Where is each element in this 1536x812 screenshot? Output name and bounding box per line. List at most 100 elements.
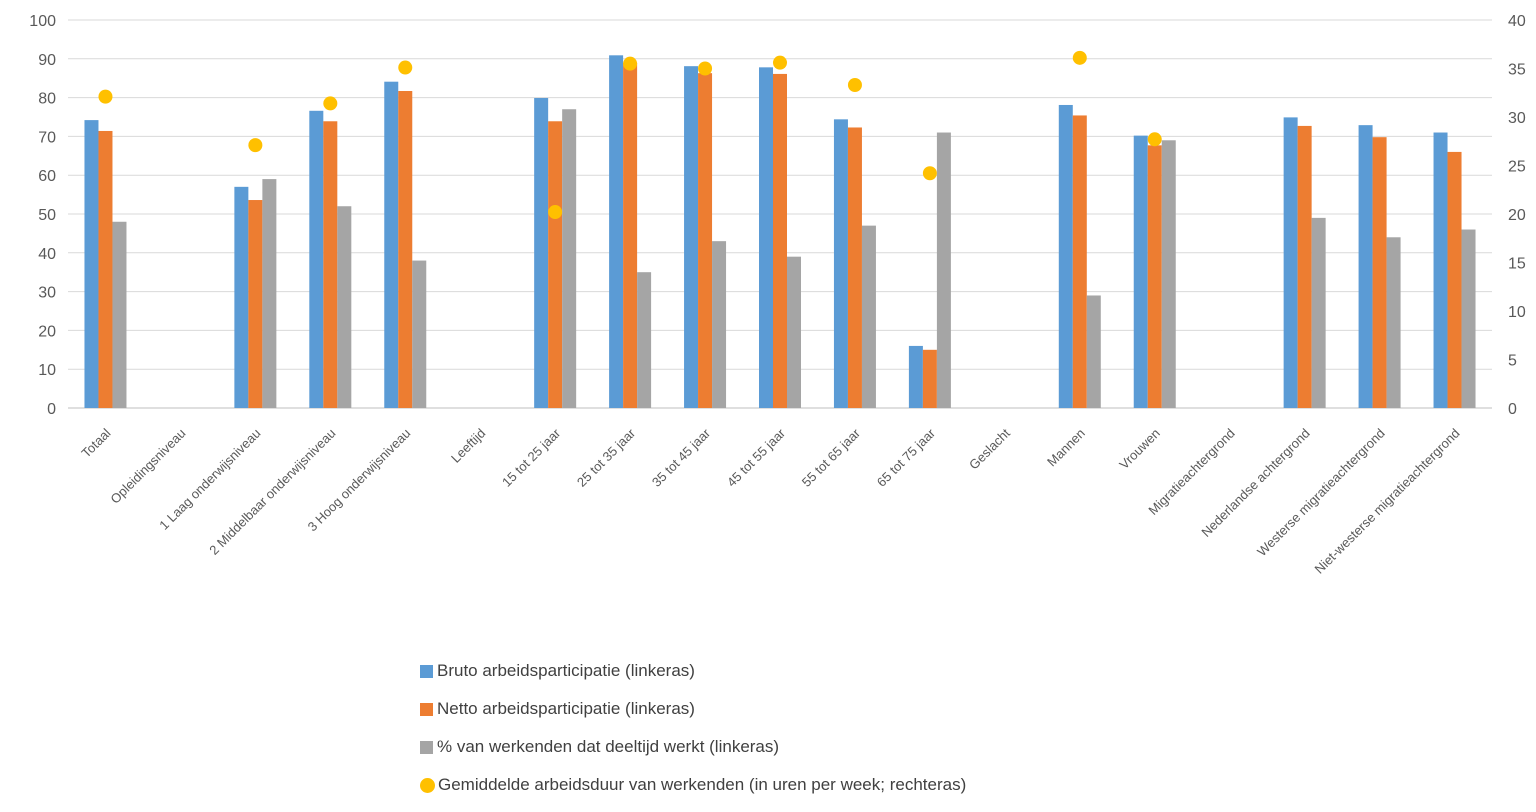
right-tick-label: 0 xyxy=(1508,401,1517,418)
bar xyxy=(1086,295,1101,408)
bar xyxy=(1311,217,1326,408)
legend-item-deeltijd: % van werkenden dat deeltijd werkt (link… xyxy=(420,728,966,766)
bar xyxy=(248,200,263,408)
bar xyxy=(773,73,787,408)
data-point xyxy=(398,60,413,75)
data-point xyxy=(922,166,937,181)
bar xyxy=(412,260,427,408)
left-tick-label: 0 xyxy=(47,401,56,418)
left-tick-label: 80 xyxy=(38,91,56,108)
category-label: Westerse migratieachtergrond xyxy=(1254,426,1388,560)
right-tick-label: 40 xyxy=(1508,13,1526,30)
legend: Bruto arbeidsparticipatie (linkeras) Net… xyxy=(420,652,966,804)
data-point xyxy=(98,89,113,104)
right-axis-ticks: 0 5 10 15 20 25 30 35 40 xyxy=(1508,13,1526,418)
data-point xyxy=(773,55,787,70)
category-label: Opleidingsniveau xyxy=(107,426,188,507)
bar xyxy=(847,127,862,408)
bar xyxy=(759,67,773,408)
left-tick-label: 30 xyxy=(38,285,56,302)
category-label: Totaal xyxy=(78,425,113,460)
bar xyxy=(1147,145,1162,408)
category-label: 25 tot 35 jaar xyxy=(574,425,639,490)
bar xyxy=(323,121,338,408)
right-tick-label: 10 xyxy=(1508,304,1526,321)
bar xyxy=(936,132,951,408)
bar xyxy=(1386,237,1401,408)
bar xyxy=(1058,104,1073,409)
bar xyxy=(637,272,652,408)
right-tick-label: 25 xyxy=(1508,159,1526,176)
left-tick-label: 100 xyxy=(29,13,56,30)
bar xyxy=(337,206,352,408)
category-label: 15 tot 25 jaar xyxy=(499,425,564,490)
bar xyxy=(1372,137,1387,408)
bar xyxy=(1297,125,1312,408)
legend-swatch-netto xyxy=(420,702,433,716)
category-label: 45 tot 55 jaar xyxy=(724,425,789,490)
right-tick-label: 20 xyxy=(1508,207,1526,224)
bar xyxy=(534,97,549,408)
category-label: Niet-westerse migratieachtergrond xyxy=(1312,426,1463,577)
bar xyxy=(833,119,848,408)
bar xyxy=(234,186,249,408)
bar xyxy=(1133,135,1148,408)
category-label: Vrouwen xyxy=(1116,426,1163,473)
category-label: 55 tot 65 jaar xyxy=(799,425,864,490)
bar xyxy=(112,221,127,408)
bar xyxy=(787,256,801,408)
bar xyxy=(1072,115,1087,408)
legend-item-netto: Netto arbeidsparticipatie (linkeras) xyxy=(420,690,966,728)
left-tick-label: 50 xyxy=(38,207,56,224)
bar xyxy=(262,179,277,408)
legend-item-bruto: Bruto arbeidsparticipatie (linkeras) xyxy=(420,652,966,690)
bar xyxy=(98,130,113,408)
bar xyxy=(698,73,713,408)
data-point xyxy=(1147,132,1162,147)
left-tick-label: 10 xyxy=(38,362,56,379)
bar xyxy=(684,66,699,408)
left-tick-label: 90 xyxy=(38,52,56,69)
data-point xyxy=(698,61,713,76)
data-point xyxy=(623,56,638,71)
bar xyxy=(384,81,399,408)
legend-swatch-deeltijd xyxy=(420,740,433,754)
right-tick-label: 5 xyxy=(1508,353,1517,370)
right-tick-label: 30 xyxy=(1508,110,1526,127)
data-point xyxy=(548,205,563,220)
bar xyxy=(398,91,413,408)
category-label: Mannen xyxy=(1044,426,1088,470)
bar xyxy=(309,110,324,409)
bar xyxy=(1358,125,1373,408)
legend-label-arbeidsduur: Gemiddelde arbeidsduur van werkenden (in… xyxy=(438,775,967,794)
left-tick-label: 40 xyxy=(38,246,56,263)
bar xyxy=(1433,132,1448,408)
bar xyxy=(861,225,876,408)
left-tick-label: 20 xyxy=(38,323,56,340)
category-label: Geslacht xyxy=(966,425,1013,472)
right-tick-label: 35 xyxy=(1508,62,1526,79)
legend-item-arbeidsduur: Gemiddelde arbeidsduur van werkenden (in… xyxy=(420,766,966,804)
data-point xyxy=(323,96,338,111)
bar xyxy=(1283,117,1298,408)
legend-swatch-bruto xyxy=(420,664,433,678)
dot-series xyxy=(98,50,1162,220)
bar xyxy=(712,241,727,408)
data-point xyxy=(847,77,862,92)
left-tick-label: 70 xyxy=(38,129,56,146)
category-label: 65 tot 75 jaar xyxy=(874,425,939,490)
bar xyxy=(1447,151,1462,409)
category-label: 35 tot 45 jaar xyxy=(649,425,714,490)
bar xyxy=(84,120,99,408)
legend-label-bruto: Bruto arbeidsparticipatie (linkeras) xyxy=(437,661,695,680)
legend-swatch-arbeidsduur xyxy=(420,777,435,793)
bar xyxy=(609,55,624,409)
bar xyxy=(908,345,923,408)
bar xyxy=(562,109,577,409)
right-tick-label: 15 xyxy=(1508,256,1526,273)
category-label: 2 Middelbaar onderwijsniveau xyxy=(206,426,338,558)
bar xyxy=(1461,229,1476,408)
category-label: Leeftijd xyxy=(448,426,488,466)
